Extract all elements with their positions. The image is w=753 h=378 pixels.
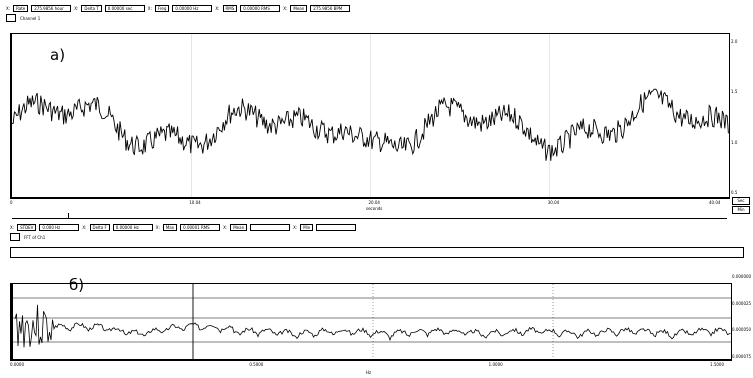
panel-b-y-tick-2: 0.000050 <box>732 327 752 333</box>
top-field-2-name[interactable]: Freq <box>154 5 170 12</box>
mid-field-2-name[interactable]: Max <box>162 224 178 231</box>
top-field-1-prefix: X: <box>74 6 79 11</box>
channel-header: Channel 1 <box>6 14 40 22</box>
panel-b-x-tick-0: 0.0000 <box>10 362 24 367</box>
channel-label: Channel 1 <box>20 15 41 21</box>
panel-a-y-tick-1: 1.5 <box>731 89 738 95</box>
panel-b-x-tick-1: 0.5000 <box>249 362 264 367</box>
mid-field-3-value[interactable] <box>250 224 291 231</box>
mid-toolbar: X: STDEV 0.000 Hz X: Delta F 0.00000 Hz X: Max 0… <box>0 223 357 232</box>
panel-b-x-tick-2: 1.0000 <box>488 362 503 367</box>
panel-a-x-axis: 0 10.04 20.04 30.04 40.04 seconds <box>10 198 727 212</box>
mid-field-2-value[interactable]: 0.00001 RMS <box>180 224 221 231</box>
panel-b-y-axis: 0.000000 0.000025 0.000050 0.000075 <box>730 268 753 360</box>
panel-b-label: б) <box>69 276 85 294</box>
top-field-1-name[interactable]: Delta T <box>81 5 102 12</box>
panel-a-y-tick-3: 0.5 <box>731 190 738 195</box>
mid-field-1-name[interactable]: Delta F <box>89 224 110 231</box>
mid-field-0-name[interactable]: STDEV <box>17 224 37 231</box>
top-field-3-prefix: X: <box>215 6 220 11</box>
panel-a-y-tick-2: 1.0 <box>731 139 738 145</box>
fft-plot[interactable]: б) <box>10 276 732 361</box>
fft-spectrum-trace <box>14 304 731 348</box>
time-domain-chart <box>12 34 729 197</box>
fft-chart <box>13 284 731 359</box>
top-field-0-name[interactable]: Rate <box>13 5 29 12</box>
mid-field-0-value[interactable]: 0.000 Hz <box>39 224 80 231</box>
top-field-4-prefix: X: <box>283 6 288 11</box>
panel-a-label: а) <box>50 46 66 64</box>
time-domain-plot[interactable]: а) <box>10 33 730 199</box>
mid-field-2-prefix: X: <box>155 225 160 230</box>
fft-label: FFT of Ch1 <box>24 234 46 240</box>
panel-a-x-tick-2: 20.04 <box>368 200 380 205</box>
top-field-1-value[interactable]: 0.00000 sec <box>104 5 145 12</box>
panel-a-x-tick-1: 10.04 <box>189 200 201 205</box>
panel-b-y-tick-3: 0.000075 <box>732 354 752 359</box>
panel-a-x-tick-3: 30.04 <box>547 200 560 205</box>
fft-header: FFT of Ch1 <box>10 233 45 241</box>
panel-a-x-tick-0: 0 <box>10 200 13 205</box>
top-field-2-prefix: X: <box>147 6 152 11</box>
mid-field-1-prefix: X: <box>82 225 87 230</box>
unit-sec[interactable]: Sec <box>732 197 750 205</box>
panel-b-x-tick-3: 1.5000 <box>710 362 724 367</box>
scroll-thumb[interactable] <box>68 213 69 219</box>
mid-field-3-prefix: X: <box>223 225 228 230</box>
panel-a-y-axis: 2.0 1.5 1.0 0.5 <box>729 33 749 196</box>
top-field-2-value[interactable]: 0.00000 Hz <box>172 5 213 12</box>
time-unit-selector[interactable]: Sec Min <box>732 197 750 214</box>
panel-a-x-unit: seconds <box>366 206 383 211</box>
panel-b-y-tick-1: 0.000025 <box>732 300 752 306</box>
mid-field-4-name[interactable]: Min <box>300 224 314 231</box>
mid-field-1-value[interactable]: 0.00000 Hz <box>112 224 153 231</box>
fft-scroll-bar[interactable] <box>10 247 744 258</box>
mid-field-0-prefix: X: <box>10 225 15 230</box>
panel-b-x-axis: 0.0000 0.5000 1.0000 1.5000 <box>10 360 728 374</box>
top-field-0-prefix: X: <box>6 6 11 11</box>
heart-rate-trace <box>12 88 729 161</box>
top-field-4-value[interactable]: 275.9856 BPM <box>310 5 351 12</box>
mid-field-3-name[interactable]: Mean <box>230 224 248 231</box>
channel-icon[interactable] <box>6 14 16 22</box>
panel-a-x-tick-4: 40.04 <box>709 200 721 205</box>
fft-x-unit: Hz <box>366 370 372 375</box>
scroll-track[interactable] <box>12 213 727 219</box>
fft-icon[interactable] <box>10 233 20 241</box>
top-field-0-value[interactable]: 275.9856 hour <box>31 5 72 12</box>
top-toolbar: X: Rate 275.9856 hour X: Delta T 0.00000 sec X… <box>0 4 351 13</box>
unit-min[interactable]: Min <box>732 206 750 214</box>
mid-field-4-value[interactable] <box>316 224 357 231</box>
top-field-4-name[interactable]: Mean <box>290 5 308 12</box>
panel-a-y-tick-0: 2.0 <box>731 39 738 44</box>
panel-b-y-tick-0: 0.000000 <box>732 274 752 279</box>
top-field-3-value[interactable]: 0.00000 RMS <box>240 5 281 12</box>
top-field-3-name[interactable]: RMS <box>222 5 238 12</box>
mid-field-4-prefix: X: <box>293 225 298 230</box>
